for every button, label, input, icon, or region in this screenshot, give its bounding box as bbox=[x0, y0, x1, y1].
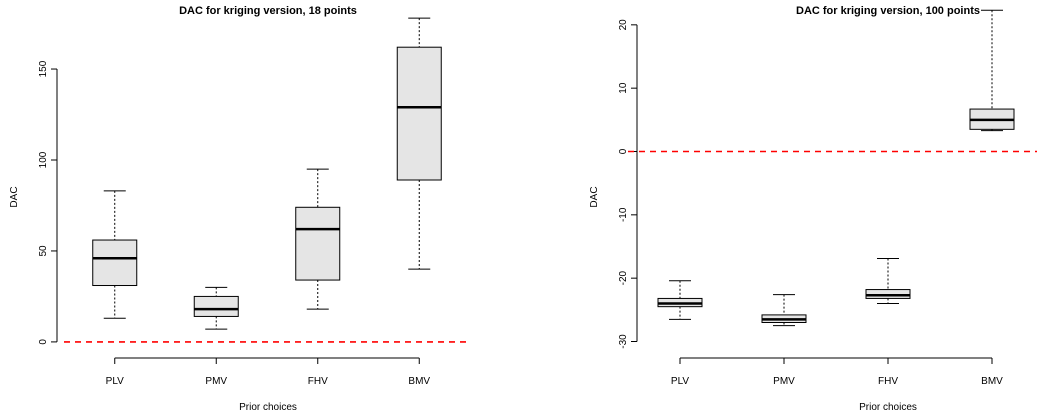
interquartile-box bbox=[865, 289, 911, 299]
right-box-bmv bbox=[969, 9, 1015, 132]
right-y-tick-label: 10 bbox=[618, 82, 629, 94]
left-box-pmv bbox=[193, 286, 239, 330]
right-box-fhv bbox=[865, 258, 911, 304]
right-x-tick-label: FHV bbox=[878, 376, 898, 387]
left-box-fhv bbox=[295, 168, 341, 310]
interquartile-box bbox=[295, 206, 341, 281]
left-y-tick-label: 50 bbox=[38, 245, 49, 257]
left-box-plv bbox=[92, 190, 138, 319]
right-y-tick-label: -30 bbox=[618, 334, 629, 349]
left-x-axis-label: Prior choices bbox=[239, 402, 297, 413]
left-x-tick-label: PLV bbox=[106, 376, 124, 387]
left-y-tick-label: 100 bbox=[38, 151, 49, 168]
right-box-pmv bbox=[761, 294, 807, 327]
right-x-axis-label: Prior choices bbox=[859, 402, 917, 413]
left-chart-panel: DAC for kriging version, 18 points Prior… bbox=[9, 5, 470, 413]
right-x-tick-label: PMV bbox=[773, 376, 795, 387]
interquartile-box bbox=[396, 46, 442, 181]
right-y-tick-label: -20 bbox=[618, 271, 629, 286]
interquartile-box bbox=[193, 295, 239, 317]
interquartile-box bbox=[92, 239, 138, 287]
right-box-plv bbox=[657, 280, 703, 320]
right-y-tick-label: 0 bbox=[618, 148, 629, 154]
left-y-tick-label: 0 bbox=[38, 339, 49, 345]
right-y-tick-label: -10 bbox=[618, 207, 629, 222]
right-x-tick-label: PLV bbox=[671, 376, 689, 387]
right-chart-panel: DAC for kriging version, 100 points Prio… bbox=[589, 5, 1037, 413]
left-x-tick-label: PMV bbox=[205, 376, 227, 387]
left-y-tick-label: 150 bbox=[38, 60, 49, 77]
right-x-tick-label: BMV bbox=[981, 376, 1003, 387]
left-box-bmv bbox=[396, 17, 442, 270]
left-x-tick-label: FHV bbox=[308, 376, 328, 387]
right-y-axis-label: DAC bbox=[589, 186, 600, 207]
left-chart-title: DAC for kriging version, 18 points bbox=[179, 5, 357, 17]
right-chart-title: DAC for kriging version, 100 points bbox=[796, 5, 980, 17]
left-x-tick-label: BMV bbox=[408, 376, 430, 387]
right-y-tick-label: 20 bbox=[618, 19, 629, 31]
left-y-axis-label: DAC bbox=[9, 186, 20, 207]
